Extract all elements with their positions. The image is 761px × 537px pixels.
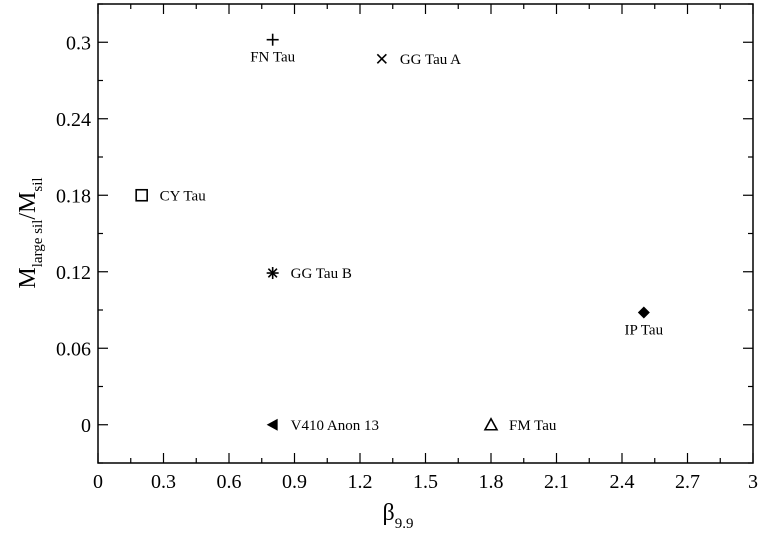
x-tick-label: 0.6 bbox=[217, 471, 242, 493]
y-axis-title-main1: M bbox=[15, 267, 41, 288]
marker-diamond-filled bbox=[637, 306, 650, 319]
marker-square bbox=[135, 188, 148, 202]
marker-triangle bbox=[483, 417, 499, 431]
marker-asterisk bbox=[266, 267, 279, 280]
y-tick-label: 0.12 bbox=[56, 262, 91, 284]
data-point: IP Tau bbox=[625, 306, 664, 339]
y-axis-title-main2: /M bbox=[15, 192, 41, 220]
x-tick-label: 0.3 bbox=[151, 471, 176, 493]
y-axis-title-sub2: sil bbox=[30, 177, 46, 191]
y-tick-label: 0.3 bbox=[66, 32, 91, 54]
y-tick-label: 0.06 bbox=[56, 338, 91, 360]
y-axis-ticks: 0 0.06 0.12 0.18 0.24 0.3 bbox=[56, 3, 753, 464]
x-axis-ticks: 0 0.3 0.6 0.9 1.2 1.5 1.8 2.1 2.4 2.7 3 bbox=[93, 4, 758, 493]
x-tick-label: 3 bbox=[748, 471, 758, 493]
point-label: V410 Anon 13 bbox=[291, 418, 379, 434]
point-label: GG Tau B bbox=[291, 266, 352, 282]
y-tick-label: 0.18 bbox=[56, 185, 91, 207]
x-axis-title: β9.9 bbox=[383, 500, 414, 532]
x-tick-label: 2.7 bbox=[675, 471, 700, 493]
point-label: FN Tau bbox=[250, 50, 295, 66]
y-axis-title: Mlarge sil/Msil bbox=[15, 177, 46, 288]
point-label: CY Tau bbox=[160, 188, 207, 204]
data-point: GG Tau B bbox=[266, 266, 352, 282]
marker-cross bbox=[376, 53, 387, 64]
marker-stroke bbox=[376, 53, 387, 64]
data-points: FN Tau GG Tau A CY Tau GG Tau B IP Tau V410 A… bbox=[135, 33, 664, 434]
point-label: IP Tau bbox=[625, 323, 664, 339]
x-tick-label: 0.9 bbox=[282, 471, 307, 493]
data-point: V410 Anon 13 bbox=[266, 418, 379, 434]
marker-triangle-left-filled bbox=[266, 418, 278, 431]
y-axis-title-sub1: large sil bbox=[30, 220, 46, 268]
marker-diamond bbox=[637, 306, 650, 319]
x-axis-title-subscript: 9.9 bbox=[395, 516, 414, 532]
x-tick-label: 2.4 bbox=[610, 471, 635, 493]
marker-triangle bbox=[266, 418, 278, 431]
data-point: FN Tau bbox=[250, 33, 296, 66]
marker-square-open bbox=[135, 188, 148, 202]
data-point: FM Tau bbox=[483, 417, 557, 434]
x-tick-label: 1.5 bbox=[413, 471, 438, 493]
x-axis-title-main: β bbox=[383, 500, 395, 526]
data-point: CY Tau bbox=[135, 188, 207, 204]
x-tick-label: 1.8 bbox=[479, 471, 504, 493]
marker-plus bbox=[266, 33, 279, 46]
marker-stroke bbox=[267, 268, 278, 278]
y-tick-label: 0.24 bbox=[56, 109, 91, 131]
x-tick-label: 1.2 bbox=[348, 471, 373, 493]
plot-frame bbox=[97, 3, 754, 464]
marker-triangle-up-open bbox=[483, 417, 499, 431]
point-label: FM Tau bbox=[509, 418, 557, 434]
x-tick-label: 2.1 bbox=[544, 471, 569, 493]
x-tick-label: 0 bbox=[93, 471, 103, 493]
point-label: GG Tau A bbox=[400, 52, 461, 68]
y-tick-label: 0 bbox=[81, 415, 91, 437]
data-point: GG Tau A bbox=[376, 52, 461, 68]
